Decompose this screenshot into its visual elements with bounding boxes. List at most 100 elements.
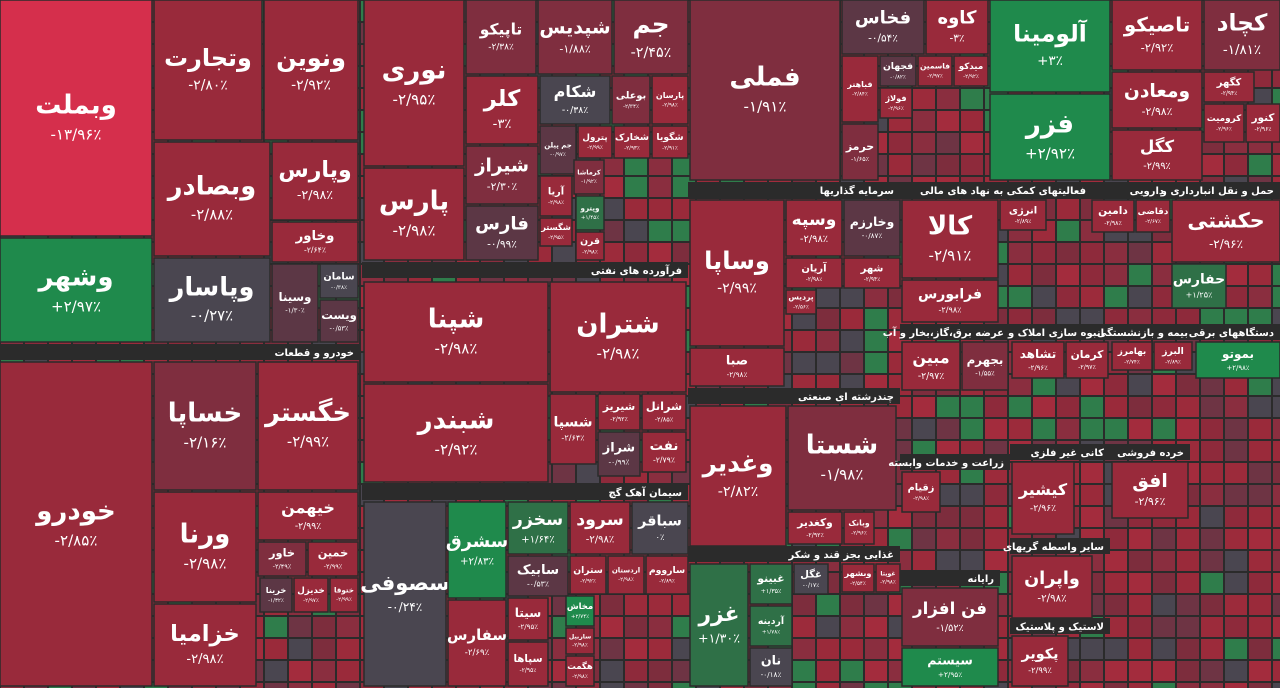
filler-tile bbox=[1153, 287, 1175, 307]
filler-tile bbox=[1273, 661, 1280, 681]
stock-change: -۲/۹۶٪ bbox=[1209, 237, 1243, 251]
stock-tile bbox=[1135, 199, 1171, 233]
stock-change: -۲/۹۸٪ bbox=[806, 277, 823, 283]
stock-change: +۲/۹۵٪ bbox=[938, 670, 962, 679]
filler-tile bbox=[865, 661, 887, 681]
stock-change: -۰/۲۴٪ bbox=[388, 600, 423, 614]
filler-tile bbox=[1201, 463, 1223, 483]
filler-tile bbox=[1225, 265, 1247, 285]
filler-tile bbox=[1225, 661, 1247, 681]
stock-change: -۲/۹۶٪ bbox=[888, 106, 904, 112]
stock-name: میدکو bbox=[958, 62, 984, 72]
filler-tile bbox=[265, 639, 287, 659]
sector-header bbox=[362, 262, 688, 278]
stock-change: -۲/۹۹٪ bbox=[287, 433, 329, 451]
stock-name: شستا bbox=[806, 430, 878, 460]
filler-tile bbox=[337, 639, 359, 659]
filler-tile bbox=[1177, 375, 1199, 395]
filler-tile bbox=[1081, 661, 1103, 681]
sector-header bbox=[1110, 324, 1194, 340]
stock-name: سخزر bbox=[512, 510, 563, 530]
filler-tile bbox=[865, 683, 887, 688]
stock-change: -۳٪ bbox=[950, 33, 965, 45]
filler-tile bbox=[841, 661, 863, 681]
stock-change: -۲/۸۲٪ bbox=[718, 484, 759, 500]
stock-change: -۲/۹۶٪ bbox=[851, 531, 867, 537]
stock-tile bbox=[749, 605, 793, 647]
stock-tile bbox=[153, 257, 271, 343]
sector-name: فرآورده های نفتی bbox=[591, 264, 682, 277]
stock-change: -۱/۵۵٪ bbox=[975, 370, 995, 378]
filler-tile bbox=[1249, 507, 1271, 527]
stock-tile bbox=[749, 647, 793, 687]
stock-change: -۳٪ bbox=[493, 117, 512, 132]
stock-change: +۲/۹۷٪ bbox=[51, 297, 101, 315]
stock-tile bbox=[1111, 341, 1153, 371]
filler-tile bbox=[1201, 485, 1223, 505]
stock-tile bbox=[901, 647, 999, 687]
stock-name: خاور bbox=[268, 546, 295, 560]
stock-name: کگهر bbox=[1216, 75, 1242, 88]
filler-tile bbox=[1225, 441, 1247, 461]
stock-change: -۲/۹۲٪ bbox=[806, 532, 824, 539]
filler-tile bbox=[1201, 529, 1223, 549]
filler-tile bbox=[1177, 551, 1199, 571]
stock-name: سصوفی bbox=[360, 570, 450, 595]
filler-tile bbox=[1201, 155, 1223, 175]
filler-tile bbox=[625, 177, 647, 197]
stock-change: -۲/۹۸٪ bbox=[618, 577, 634, 583]
filler-tile bbox=[1273, 617, 1280, 637]
filler-tile bbox=[1201, 661, 1223, 681]
filler-tile bbox=[1105, 529, 1127, 549]
filler-tile bbox=[889, 683, 911, 688]
filler-tile bbox=[937, 507, 959, 527]
stock-tile bbox=[549, 281, 687, 393]
stock-change: -۲/۹۴٪ bbox=[1221, 91, 1238, 97]
stock-change: -۲/۹۲٪ bbox=[580, 579, 596, 585]
stock-change: -۱/۶۵٪ bbox=[851, 156, 869, 163]
stock-tile bbox=[319, 299, 359, 343]
filler-tile bbox=[577, 463, 599, 483]
filler-tile bbox=[1249, 265, 1271, 285]
filler-tile bbox=[673, 683, 695, 688]
sector-name: بیمه و بازنشستگی bbox=[1097, 326, 1188, 339]
filler-tile bbox=[1249, 661, 1271, 681]
filler-tile bbox=[1105, 617, 1127, 637]
stock-name: شراز bbox=[602, 441, 635, 456]
stock-name: غگل bbox=[800, 567, 822, 580]
stock-change: +۱/۲۵٪ bbox=[1186, 291, 1213, 300]
filler-tile bbox=[1177, 617, 1199, 637]
stock-change: -۲/۹۵٪ bbox=[393, 90, 436, 108]
filler-tile bbox=[1105, 551, 1127, 571]
sector-name: خرده فروشی bbox=[1117, 448, 1184, 459]
filler-tile bbox=[793, 353, 815, 373]
stock-name: ویست bbox=[321, 308, 357, 323]
stock-change: -۱/۹۸٪ bbox=[821, 465, 864, 483]
filler-tile bbox=[649, 243, 671, 263]
filler-tile bbox=[649, 617, 671, 637]
stock-tile bbox=[363, 501, 447, 687]
stock-tile bbox=[565, 627, 595, 655]
filler-tile bbox=[1129, 595, 1151, 615]
stock-tile bbox=[465, 0, 537, 75]
filler-tile bbox=[1225, 463, 1247, 483]
stock-change: -۲/۳۰٪ bbox=[487, 180, 518, 193]
stock-name: وبصادر bbox=[166, 172, 256, 202]
filler-tile bbox=[1153, 375, 1175, 395]
stock-change: +۲/۹۲٪ bbox=[1025, 144, 1075, 162]
stock-change: -۲/۴۵٪ bbox=[631, 45, 672, 61]
stock-tile bbox=[1203, 103, 1245, 143]
filler-tile bbox=[1105, 661, 1127, 681]
filler-tile bbox=[1201, 397, 1223, 417]
stock-tile bbox=[1153, 341, 1193, 371]
filler-tile bbox=[1129, 551, 1151, 571]
stock-tile bbox=[597, 393, 641, 431]
stock-name: وشهر bbox=[36, 262, 113, 292]
stock-change: -۰/۲۷٪ bbox=[191, 307, 233, 325]
filler-tile bbox=[1177, 419, 1199, 439]
stock-tile bbox=[259, 577, 293, 613]
filler-tile bbox=[1009, 419, 1031, 439]
stock-tile bbox=[539, 175, 573, 217]
sector-name: عرضه برق،گاز،بخار و آب bbox=[883, 326, 1004, 339]
stock-change: -۲/۹۸٪ bbox=[548, 200, 564, 206]
